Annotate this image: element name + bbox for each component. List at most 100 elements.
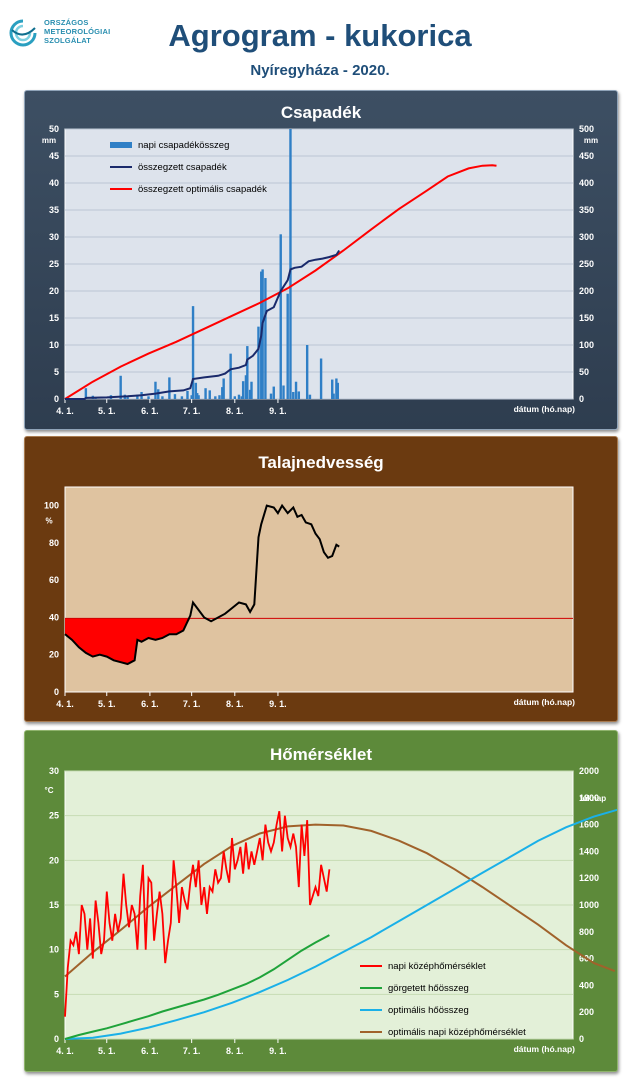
legend-swatch-daily	[110, 142, 132, 148]
precip-daily-bar	[168, 377, 171, 399]
legend-label-optimal: összegzett optimális csapadék	[138, 184, 267, 195]
y-right-tick-label: 500	[579, 124, 594, 134]
precip-daily-bar	[257, 326, 260, 399]
precip-daily-bar	[292, 391, 295, 399]
precip-cumulative-line	[65, 249, 341, 400]
y-right-tick-label: 200	[579, 286, 594, 296]
precip-daily-bar	[214, 396, 217, 399]
y-right-tick-label: 200	[579, 1007, 594, 1017]
soil-deficit-area	[65, 618, 199, 664]
x-tick-label: 5. 1.	[98, 406, 116, 416]
y-right-tick-label: 400	[579, 980, 594, 990]
y-tick-label: 15	[49, 313, 59, 323]
y-right-tick-label: 250	[579, 259, 594, 269]
y-right-tick-label: 1400	[579, 846, 599, 856]
x-tick-label: 7. 1.	[183, 699, 201, 709]
x-tick-label: 7. 1.	[183, 406, 201, 416]
y-right-tick-label: 300	[579, 232, 594, 242]
y-tick-label: 15	[49, 900, 59, 910]
y-tick-label: 10	[49, 945, 59, 955]
x-axis-label: dátum (hó.nap)	[514, 1044, 576, 1054]
legend-heat-sum-label: görgetett hőösszeg	[388, 983, 469, 994]
legend-optimal-daily-temp-label: optimális napi középhőmérséklet	[388, 1027, 526, 1038]
temperature-title: Hőmérséklet	[269, 745, 373, 764]
y-tick-label: 20	[49, 286, 59, 296]
logo-line-2: METEOROLÓGIAI	[44, 27, 111, 36]
x-tick-label: 9. 1.	[269, 406, 287, 416]
y-tick-label: 80	[49, 538, 59, 548]
y-tick-label: 40	[49, 612, 59, 622]
precip-daily-bar	[126, 396, 129, 399]
legend-daily-temp-label: napi középhőmérséklet	[388, 961, 486, 972]
y-tick-label: 30	[49, 766, 59, 776]
x-tick-label: 9. 1.	[269, 699, 287, 709]
precipitation-panel: Csapadék 0 5 10 15 20 25 30 35 40 45 50 4. 1. 5. 1. 6…	[24, 90, 618, 430]
y-right-tick-label: 800	[579, 927, 594, 937]
precip-daily-bar	[241, 381, 245, 399]
soil-moisture-line	[64, 503, 340, 666]
y-left-unit: mm	[42, 136, 56, 145]
precip-daily-bar	[248, 389, 252, 399]
precip-daily-bar	[282, 385, 285, 399]
precip-daily-bar	[191, 306, 195, 399]
precip-daily-bar	[240, 396, 243, 399]
precip-daily-bar	[308, 394, 312, 399]
precip-daily-bar	[237, 394, 241, 399]
precip-daily-bar	[190, 395, 193, 399]
y-tick-label: 20	[49, 855, 59, 865]
precip-daily-bar	[208, 390, 211, 399]
x-axis-label: dátum (hó.nap)	[514, 404, 576, 414]
precip-daily-bar	[173, 394, 177, 399]
precipitation-chart: 0 5 10 15 20 25 30 35 40 45 50 4. 1. 5. 1. 6. 1. 7. 1.…	[42, 124, 598, 416]
soil-moisture-panel: Talajnedvesség 0 20 40 60 80 100 4. 1. 5. 1. 6. …	[24, 436, 618, 722]
y-tick-label: 40	[49, 178, 59, 188]
y-left-unit: °C	[45, 786, 54, 795]
precip-daily-bar	[221, 387, 224, 399]
precip-daily-bar	[286, 293, 289, 399]
y-tick-label: 5	[54, 989, 59, 999]
y-tick-label: 0	[54, 394, 59, 404]
x-tick-label: 8. 1.	[226, 699, 244, 709]
precip-daily-bar	[336, 382, 339, 399]
precip-daily-bar	[84, 388, 88, 399]
precip-daily-bar	[269, 393, 273, 399]
precip-daily-bar	[297, 391, 301, 399]
precip-daily-bar	[264, 278, 267, 399]
logo-text: ORSZÁGOS METEOROLÓGIAI SZOLGÁLAT	[44, 18, 110, 45]
y-tick-label: 25	[49, 259, 59, 269]
x-tick-label: 5. 1.	[98, 699, 116, 709]
y-right-tick-label: 100	[579, 340, 594, 350]
y-tick-label: 5	[54, 367, 59, 377]
y-right-tick-label: 1600	[579, 820, 599, 830]
y-tick-label: 10	[49, 340, 59, 350]
legend-optimal-heat-sum-label: optimális hőösszeg	[388, 1005, 469, 1016]
precip-daily-bar	[331, 379, 334, 399]
y-tick-label: 60	[49, 575, 59, 585]
precip-daily-bar	[294, 381, 298, 399]
x-tick-label: 4. 1.	[56, 406, 74, 416]
precip-daily-bar	[204, 388, 207, 399]
temperature-panel: Hőmérséklet 0 5 10 15 20 25 30 4. 1. 5. 1. 6. 1. 7…	[24, 730, 618, 1072]
y-tick-label: 50	[49, 124, 59, 134]
legend-label-daily: napi csapadékösszeg	[138, 140, 229, 151]
precip-daily-bar	[180, 396, 184, 399]
soil-moisture-title: Talajnedvesség	[258, 453, 384, 472]
y-right-tick-label: 2000	[579, 766, 599, 776]
y-tick-label: 100	[44, 501, 59, 511]
precip-daily-bar	[332, 393, 335, 399]
y-right-tick-label: 400	[579, 178, 594, 188]
x-axis-label: dátum (hó.nap)	[514, 697, 576, 707]
page-subtitle: Nyíregyháza - 2020.	[250, 62, 390, 79]
y-tick-label: 25	[49, 811, 59, 821]
x-tick-label: 6. 1.	[141, 699, 159, 709]
logo-line-1: ORSZÁGOS	[44, 18, 89, 27]
x-tick-label: 6. 1.	[141, 1046, 159, 1056]
daily-mean-temp-line	[64, 811, 331, 1017]
precip-daily-bar	[261, 269, 264, 399]
precipitation-title: Csapadék	[280, 103, 362, 122]
x-tick-label: 7. 1.	[183, 1046, 201, 1056]
y-right-tick-label: 1800	[579, 793, 599, 803]
precip-daily-bar	[229, 353, 232, 399]
optimal-heat-sum-line	[64, 808, 617, 1040]
x-tick-label: 4. 1.	[56, 1046, 74, 1056]
